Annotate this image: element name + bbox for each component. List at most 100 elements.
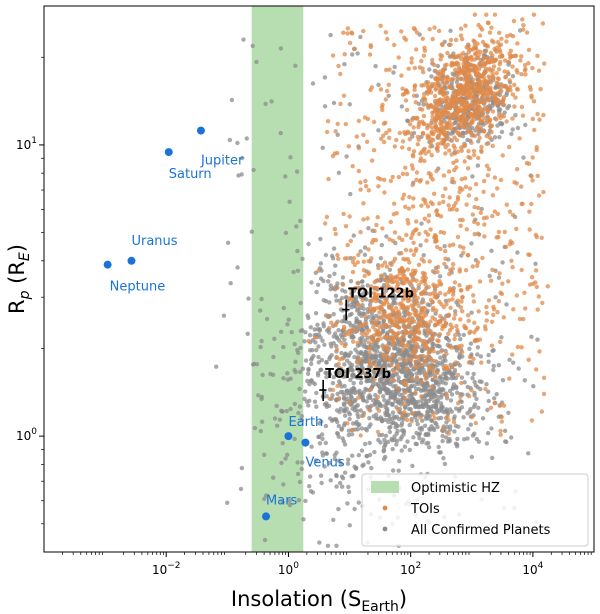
confirmed-planet-point (303, 498, 308, 504)
x-tick-label-exponent: 2 (415, 561, 421, 571)
toi-point (407, 315, 412, 320)
confirmed-planet-point (239, 465, 245, 471)
toi-point (529, 275, 535, 280)
confirmed-planet-point (250, 362, 256, 367)
toi-point (412, 331, 417, 336)
confirmed-planet-point (322, 342, 327, 347)
confirmed-planet-point (498, 107, 503, 112)
toi-point (417, 337, 422, 342)
toi-point (475, 110, 480, 116)
confirmed-planet-point (245, 331, 250, 336)
toi-point (390, 238, 396, 244)
confirmed-planet-point (421, 404, 426, 410)
confirmed-planet-point (308, 489, 314, 494)
confirmed-planet-point (316, 344, 321, 349)
toi-point (458, 33, 464, 38)
solar-planet-earth-marker (284, 432, 293, 441)
confirmed-planet-point (509, 435, 514, 440)
toi-point (522, 68, 528, 73)
toi-point (338, 366, 344, 371)
toi-point (478, 62, 483, 68)
confirmed-planet-point (297, 404, 303, 409)
toi-point (330, 387, 336, 393)
confirmed-planet-point (377, 353, 382, 358)
confirmed-planet-point (355, 308, 360, 313)
toi-point (381, 292, 387, 297)
toi-point (435, 148, 440, 153)
toi-point (432, 129, 437, 134)
toi-point (484, 133, 489, 139)
confirmed-planet-point (320, 338, 325, 343)
confirmed-planet-point (409, 399, 414, 405)
toi-point (381, 139, 387, 145)
confirmed-planet-point (401, 429, 407, 435)
confirmed-planet-point (416, 432, 421, 437)
toi-point (458, 56, 464, 61)
confirmed-planet-point (275, 423, 280, 428)
toi-point (385, 36, 390, 42)
toi-point (406, 221, 411, 226)
confirmed-planet-point (491, 367, 496, 373)
confirmed-planet-point (399, 402, 404, 407)
toi-point (425, 204, 431, 209)
toi-point (403, 37, 409, 42)
toi-point (357, 303, 362, 308)
toi-point (406, 146, 412, 152)
toi-point (471, 293, 476, 298)
toi-point (352, 262, 357, 268)
confirmed-planet-point (299, 466, 304, 472)
toi-point (396, 385, 401, 391)
toi-point (458, 96, 464, 101)
confirmed-planet-point (300, 366, 306, 371)
toi-point (491, 64, 497, 69)
toi-point (363, 178, 368, 184)
toi-point (441, 111, 446, 117)
toi-point (400, 145, 405, 150)
toi-point (367, 362, 373, 367)
toi-point (428, 297, 434, 303)
toi-point (355, 340, 360, 345)
toi-point (523, 306, 528, 311)
toi-point (448, 322, 453, 327)
toi-point (498, 339, 503, 345)
toi-point (426, 149, 432, 154)
confirmed-planet-point (356, 423, 361, 428)
confirmed-planet-point (341, 423, 347, 428)
confirmed-planet-point (339, 474, 345, 479)
toi-point (327, 325, 332, 331)
toi-point (494, 117, 499, 122)
toi-point (484, 141, 489, 146)
confirmed-planet-point (475, 345, 481, 350)
toi-point (446, 431, 451, 436)
toi-point (529, 95, 534, 100)
toi-point (399, 29, 404, 34)
toi-point (458, 223, 463, 228)
confirmed-planet-point (238, 486, 244, 492)
confirmed-planet-point (279, 460, 284, 466)
toi-point (355, 260, 360, 265)
toi-point (423, 151, 428, 156)
toi-point (441, 86, 446, 91)
confirmed-planet-point (486, 398, 491, 404)
toi-point (511, 307, 516, 312)
confirmed-planet-point (320, 145, 325, 150)
toi-point (466, 318, 471, 323)
confirmed-planet-point (381, 394, 386, 399)
confirmed-planet-point (323, 298, 329, 304)
toi-point (495, 81, 501, 86)
confirmed-planet-point (292, 401, 298, 407)
toi-point (459, 52, 464, 58)
toi-point (410, 376, 415, 381)
toi-point (378, 273, 384, 278)
toi-point (409, 357, 414, 362)
confirmed-planet-point (363, 338, 368, 343)
toi-point (435, 212, 441, 218)
confirmed-planet-point (299, 414, 304, 419)
toi-point (420, 36, 425, 41)
toi-point (539, 409, 545, 414)
toi-point (338, 101, 343, 107)
toi-point (348, 287, 354, 292)
toi-point (416, 124, 421, 130)
confirmed-planet-point (244, 136, 249, 141)
